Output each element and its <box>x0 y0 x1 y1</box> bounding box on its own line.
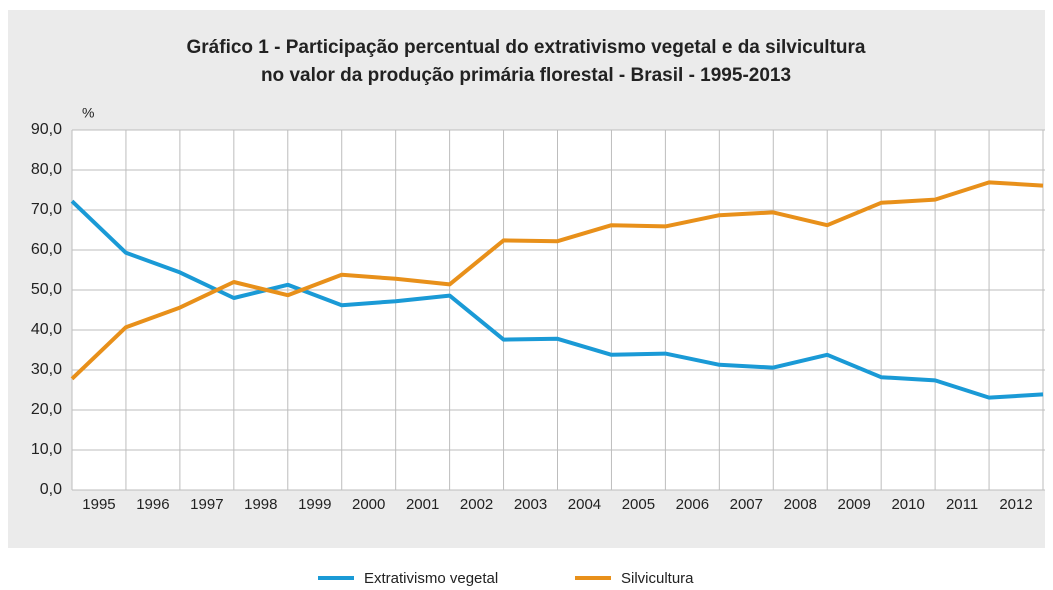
y-tick-label: 40,0 <box>31 321 62 338</box>
x-tick-label: 2011 <box>946 496 978 513</box>
x-tick-label: 2005 <box>622 496 655 513</box>
y-tick-label: 60,0 <box>31 241 62 258</box>
chart-title: no valor da produção primária florestal … <box>261 65 791 86</box>
x-tick-label: 2009 <box>838 496 871 513</box>
x-tick-label: 2000 <box>352 496 385 513</box>
line-series <box>70 199 1044 400</box>
y-tick-label: 30,0 <box>31 361 62 378</box>
legend-label: Extrativismo vegetal <box>364 570 498 587</box>
x-tick-label: 2012 <box>999 496 1032 513</box>
x-tick-label: 2006 <box>676 496 709 513</box>
y-tick-label: 20,0 <box>31 401 62 418</box>
y-tick-label: 70,0 <box>31 201 62 218</box>
y-tick-label: 10,0 <box>31 441 62 458</box>
x-tick-label: 2008 <box>784 496 817 513</box>
y-tick-label: 0,0 <box>40 481 62 498</box>
x-tick-label: 2004 <box>568 496 601 513</box>
x-tick-label: 2003 <box>514 496 547 513</box>
line-series <box>70 180 1044 381</box>
x-tick-label: 2007 <box>730 496 763 513</box>
x-tick-label: 1995 <box>82 496 115 513</box>
x-tick-label: 1996 <box>136 496 169 513</box>
plot-area <box>72 130 1045 490</box>
x-tick-label: 1998 <box>244 496 277 513</box>
legend-label: Silvicultura <box>621 570 694 587</box>
chart-title: Gráfico 1 - Participação percentual do e… <box>187 37 866 58</box>
y-tick-label: 80,0 <box>31 161 62 178</box>
x-tick-label: 2001 <box>406 496 439 513</box>
x-tick-label: 2010 <box>891 496 924 513</box>
y-tick-label: 90,0 <box>31 121 62 138</box>
x-tick-label: 2002 <box>460 496 493 513</box>
x-tick-label: 1999 <box>298 496 331 513</box>
y-tick-label: 50,0 <box>31 281 62 298</box>
y-axis-label: % <box>82 105 94 121</box>
x-tick-label: 1997 <box>190 496 223 513</box>
